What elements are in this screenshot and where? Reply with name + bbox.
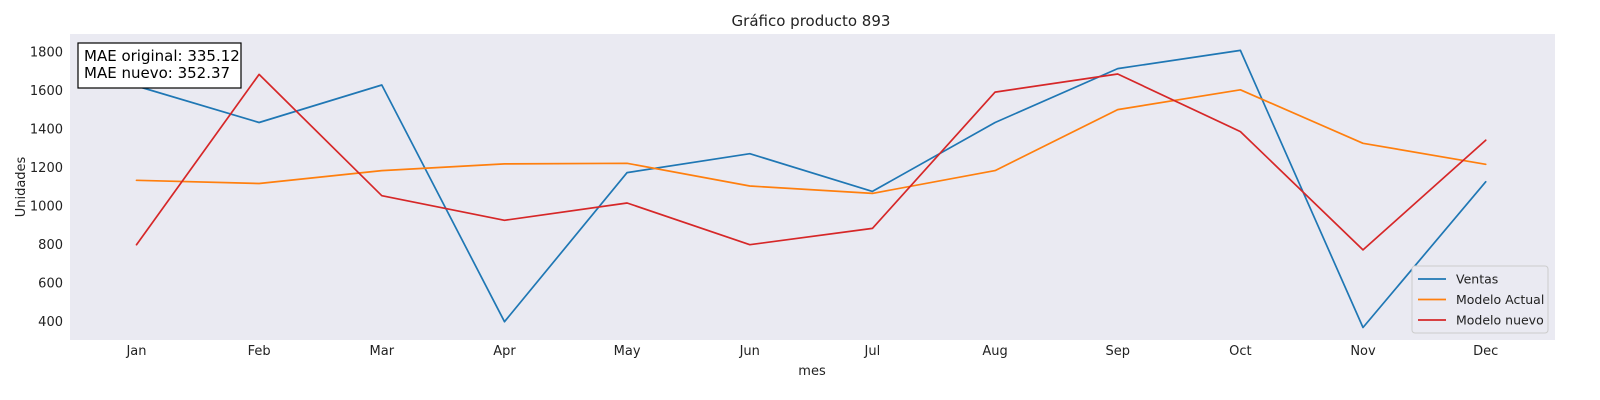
y-tick-label: 800 [38, 238, 63, 253]
y-axis-ticks: 400 600 800 1000 1200 1400 1600 1800 [30, 45, 63, 329]
x-tick-label: May [614, 344, 641, 359]
series-line-ventas [135, 49, 1487, 329]
x-tick-label: Nov [1350, 344, 1376, 359]
y-axis-title: Unidades [14, 156, 29, 217]
y-tick-label: 400 [38, 315, 63, 330]
y-tick-label: 600 [38, 276, 63, 291]
x-tick-label: Mar [370, 344, 395, 359]
mae-nuevo-text: MAE nuevo: 352.37 [84, 64, 230, 82]
x-tick-label: Oct [1229, 344, 1251, 359]
mae-annotation-box [77, 42, 242, 89]
series-line-modelo-nuevo [135, 73, 1487, 251]
legend-label: Modelo nuevo [1456, 313, 1544, 328]
y-tick-label: 1400 [30, 122, 63, 137]
legend-box [1411, 265, 1549, 334]
chart-title: Gráfico producto 893 [732, 12, 891, 30]
x-tick-label: Dec [1473, 344, 1498, 359]
x-tick-label: Jan [125, 344, 146, 359]
mae-original-text: MAE original: 335.12 [84, 47, 240, 65]
series-line-modelo-actual [135, 88, 1487, 195]
y-tick-label: 1200 [30, 161, 63, 176]
series-lines [135, 49, 1487, 329]
x-tick-label: Feb [248, 344, 271, 359]
x-axis-title: mes [798, 364, 826, 379]
mae-annotation: MAE original: 335.12 MAE nuevo: 352.37 [77, 42, 242, 89]
y-tick-label: 1800 [30, 45, 63, 60]
x-tick-label: Jul [864, 344, 881, 359]
plot-area [70, 34, 1555, 340]
x-axis-ticks: Jan Feb Mar Apr May Jun Jul Aug Sep Oct Nov Dec [125, 344, 1498, 359]
legend-label: Modelo Actual [1456, 292, 1544, 307]
y-tick-label: 1600 [30, 84, 63, 99]
y-tick-label: 1000 [30, 199, 63, 214]
x-tick-label: Apr [493, 344, 516, 359]
x-tick-label: Jun [739, 344, 760, 359]
x-tick-label: Aug [982, 344, 1007, 359]
x-tick-label: Sep [1105, 344, 1130, 359]
legend-label: Ventas [1456, 272, 1498, 287]
legend: Ventas Modelo Actual Modelo nuevo [1411, 265, 1549, 334]
